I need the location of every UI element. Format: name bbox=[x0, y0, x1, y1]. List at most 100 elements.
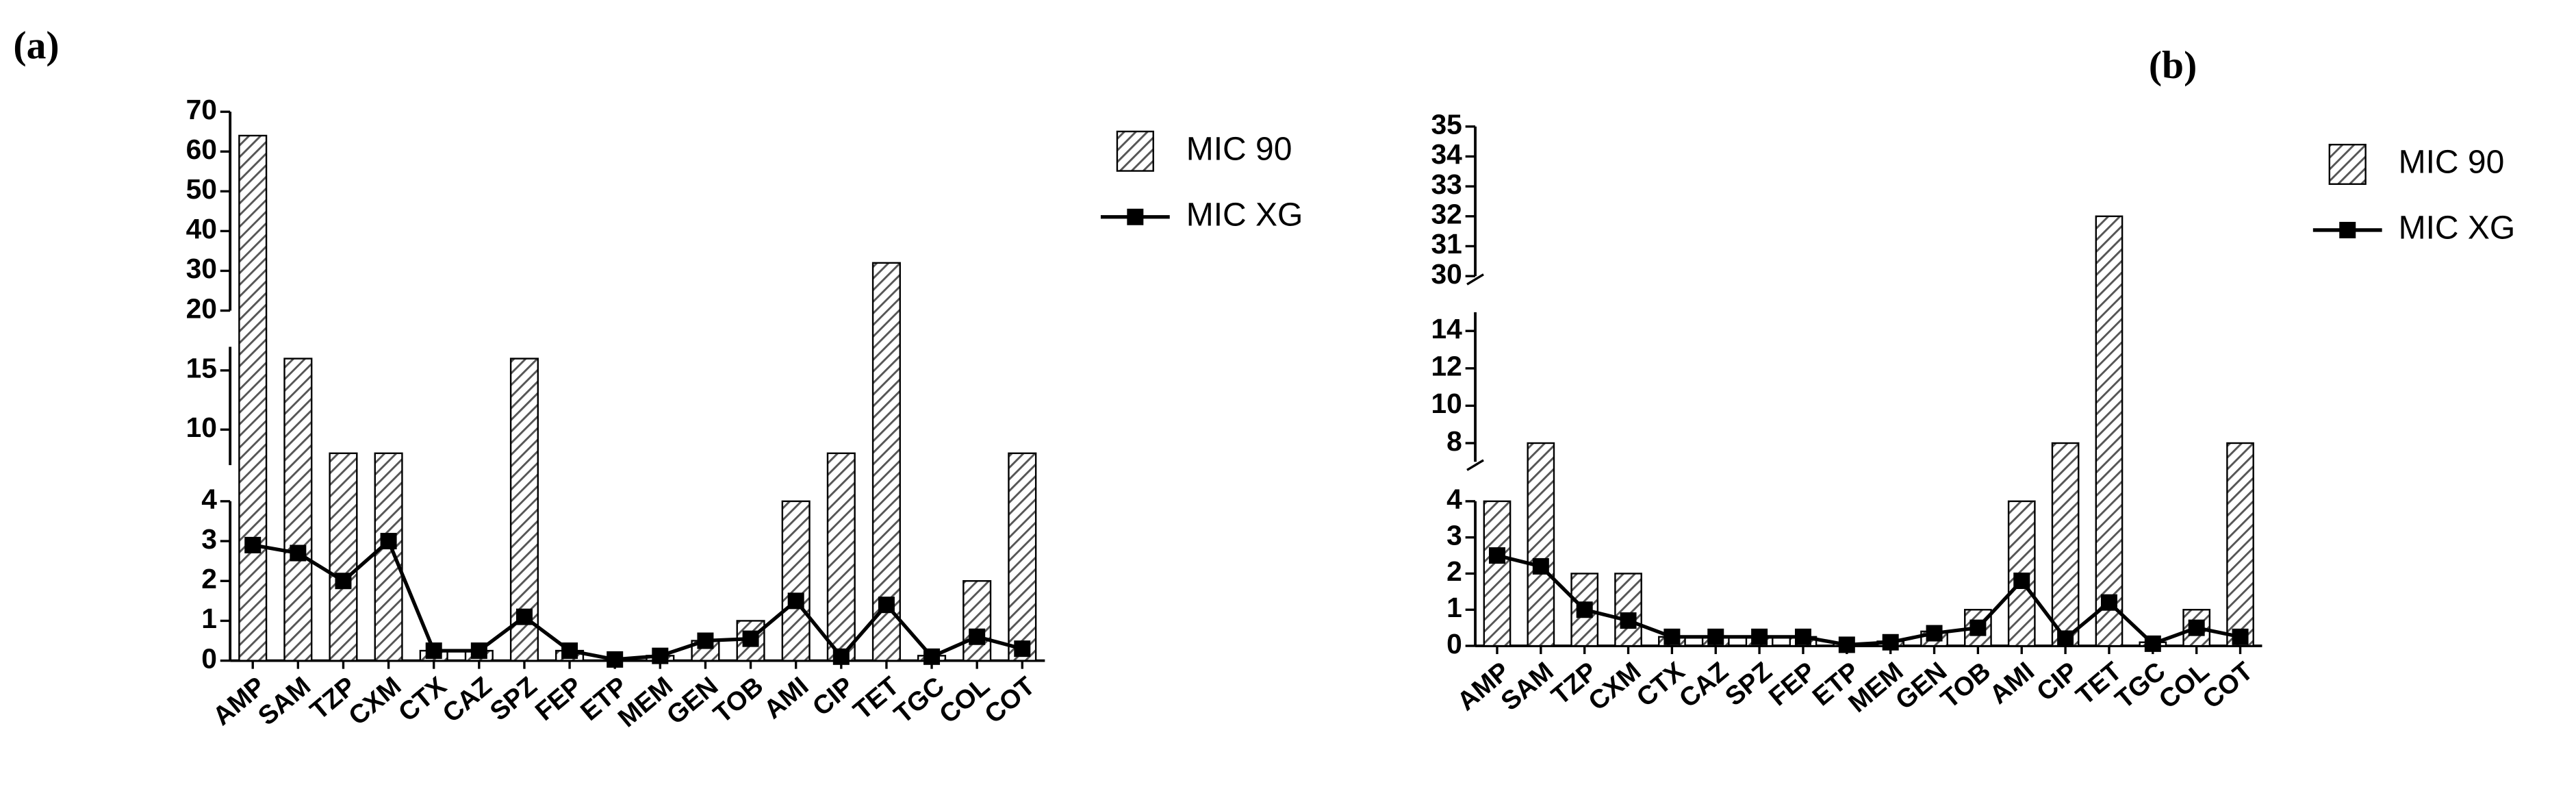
bar bbox=[1614, 573, 1642, 647]
y-tick-label: 4 bbox=[201, 484, 217, 515]
bar bbox=[283, 358, 313, 662]
panel-label: (a) bbox=[13, 24, 59, 67]
panel: (b)012348101214303132333435AMPSAMTZPCXMC… bbox=[1431, 44, 2515, 718]
bar bbox=[329, 452, 358, 662]
y-tick-label: 0 bbox=[1446, 628, 1462, 660]
marker bbox=[1794, 628, 1811, 645]
marker bbox=[607, 651, 624, 668]
marker bbox=[1663, 628, 1681, 645]
marker bbox=[2144, 635, 2161, 652]
y-tick-label: 30 bbox=[1431, 258, 1462, 290]
x-tick-label: CTX bbox=[393, 671, 452, 728]
y-tick-label: 70 bbox=[186, 94, 217, 125]
y-tick-label: 32 bbox=[1431, 199, 1462, 230]
marker bbox=[1926, 625, 1943, 642]
y-tick-label: 33 bbox=[1431, 168, 1462, 200]
y-tick-label: 20 bbox=[186, 292, 217, 324]
marker bbox=[380, 533, 397, 550]
legend-swatch bbox=[2328, 143, 2367, 185]
y-tick-label: 8 bbox=[1446, 425, 1462, 457]
marker bbox=[1014, 640, 1031, 657]
marker bbox=[425, 642, 442, 660]
y-tick-label: 4 bbox=[1446, 484, 1462, 515]
bar bbox=[1570, 573, 1599, 647]
marker bbox=[1532, 557, 1549, 575]
marker bbox=[742, 630, 759, 647]
bar bbox=[2095, 215, 2124, 647]
marker bbox=[1882, 634, 1899, 651]
y-tick-label: 12 bbox=[1431, 351, 1462, 382]
y-tick-label: 2 bbox=[1446, 555, 1462, 587]
bar bbox=[826, 452, 856, 662]
legend-label: MIC XG bbox=[2399, 210, 2516, 247]
marker bbox=[1576, 601, 1593, 618]
y-tick-label: 2 bbox=[201, 563, 217, 594]
y-tick-label: 30 bbox=[186, 253, 217, 284]
x-tick-label: COT bbox=[2197, 656, 2259, 714]
x-tick-label: CIP bbox=[807, 671, 860, 722]
marker bbox=[969, 628, 986, 645]
y-tick-label: 3 bbox=[1446, 519, 1462, 551]
legend-label: MIC 90 bbox=[2399, 145, 2505, 181]
marker bbox=[2100, 594, 2117, 611]
bar bbox=[2051, 442, 2080, 647]
bar bbox=[1483, 500, 1512, 647]
axis-break bbox=[1466, 273, 1484, 286]
marker bbox=[2188, 619, 2205, 636]
bar bbox=[871, 262, 901, 662]
y-tick-label: 3 bbox=[201, 523, 217, 555]
marker bbox=[1751, 628, 1768, 645]
legend-label: MIC 90 bbox=[1186, 131, 1292, 167]
marker bbox=[1488, 547, 1505, 564]
marker bbox=[561, 642, 578, 660]
bar bbox=[374, 452, 403, 662]
marker bbox=[244, 536, 262, 553]
y-tick-label: 15 bbox=[186, 353, 217, 384]
y-tick-label: 35 bbox=[1431, 109, 1462, 140]
marker bbox=[2232, 628, 2249, 645]
marker bbox=[1707, 628, 1724, 645]
x-tick-label: CIP bbox=[2031, 656, 2084, 707]
bar bbox=[1527, 442, 1555, 647]
marker bbox=[1969, 619, 1987, 636]
legend-marker bbox=[1127, 208, 1144, 225]
x-tick-label: AMI bbox=[758, 671, 815, 725]
marker bbox=[515, 608, 533, 625]
marker bbox=[1838, 636, 1855, 653]
y-tick-label: 31 bbox=[1431, 228, 1462, 260]
bar bbox=[2226, 442, 2254, 647]
legend-marker bbox=[2339, 221, 2356, 238]
line bbox=[1496, 553, 2241, 647]
marker bbox=[697, 632, 714, 649]
bar bbox=[1008, 452, 1037, 662]
line bbox=[252, 538, 1023, 662]
panel: (a)012341015203040506070AMPSAMTZPCXMCTXC… bbox=[13, 24, 1303, 733]
marker bbox=[470, 642, 487, 660]
marker bbox=[787, 592, 804, 610]
marker bbox=[290, 544, 307, 562]
legend-label: MIC XG bbox=[1186, 197, 1303, 233]
y-tick-label: 1 bbox=[201, 603, 217, 634]
y-tick-label: 0 bbox=[201, 642, 217, 674]
x-tick-label: FEP bbox=[530, 671, 588, 727]
bar bbox=[781, 500, 811, 662]
x-tick-label: SPZ bbox=[485, 671, 543, 727]
marker bbox=[878, 597, 895, 614]
legend-swatch bbox=[1116, 130, 1154, 172]
y-tick-label: 50 bbox=[186, 173, 217, 205]
marker bbox=[2013, 573, 2030, 590]
panel-label: (b) bbox=[2149, 44, 2197, 87]
y-tick-label: 34 bbox=[1431, 138, 1462, 170]
marker bbox=[832, 648, 850, 665]
marker bbox=[1620, 612, 1637, 629]
y-tick-label: 10 bbox=[186, 412, 217, 443]
bar bbox=[962, 580, 992, 662]
marker bbox=[923, 648, 941, 665]
marker bbox=[652, 647, 669, 664]
marker bbox=[2057, 630, 2074, 647]
x-tick-label: COT bbox=[979, 671, 1041, 729]
y-tick-label: 40 bbox=[186, 213, 217, 245]
y-tick-label: 10 bbox=[1431, 388, 1462, 419]
